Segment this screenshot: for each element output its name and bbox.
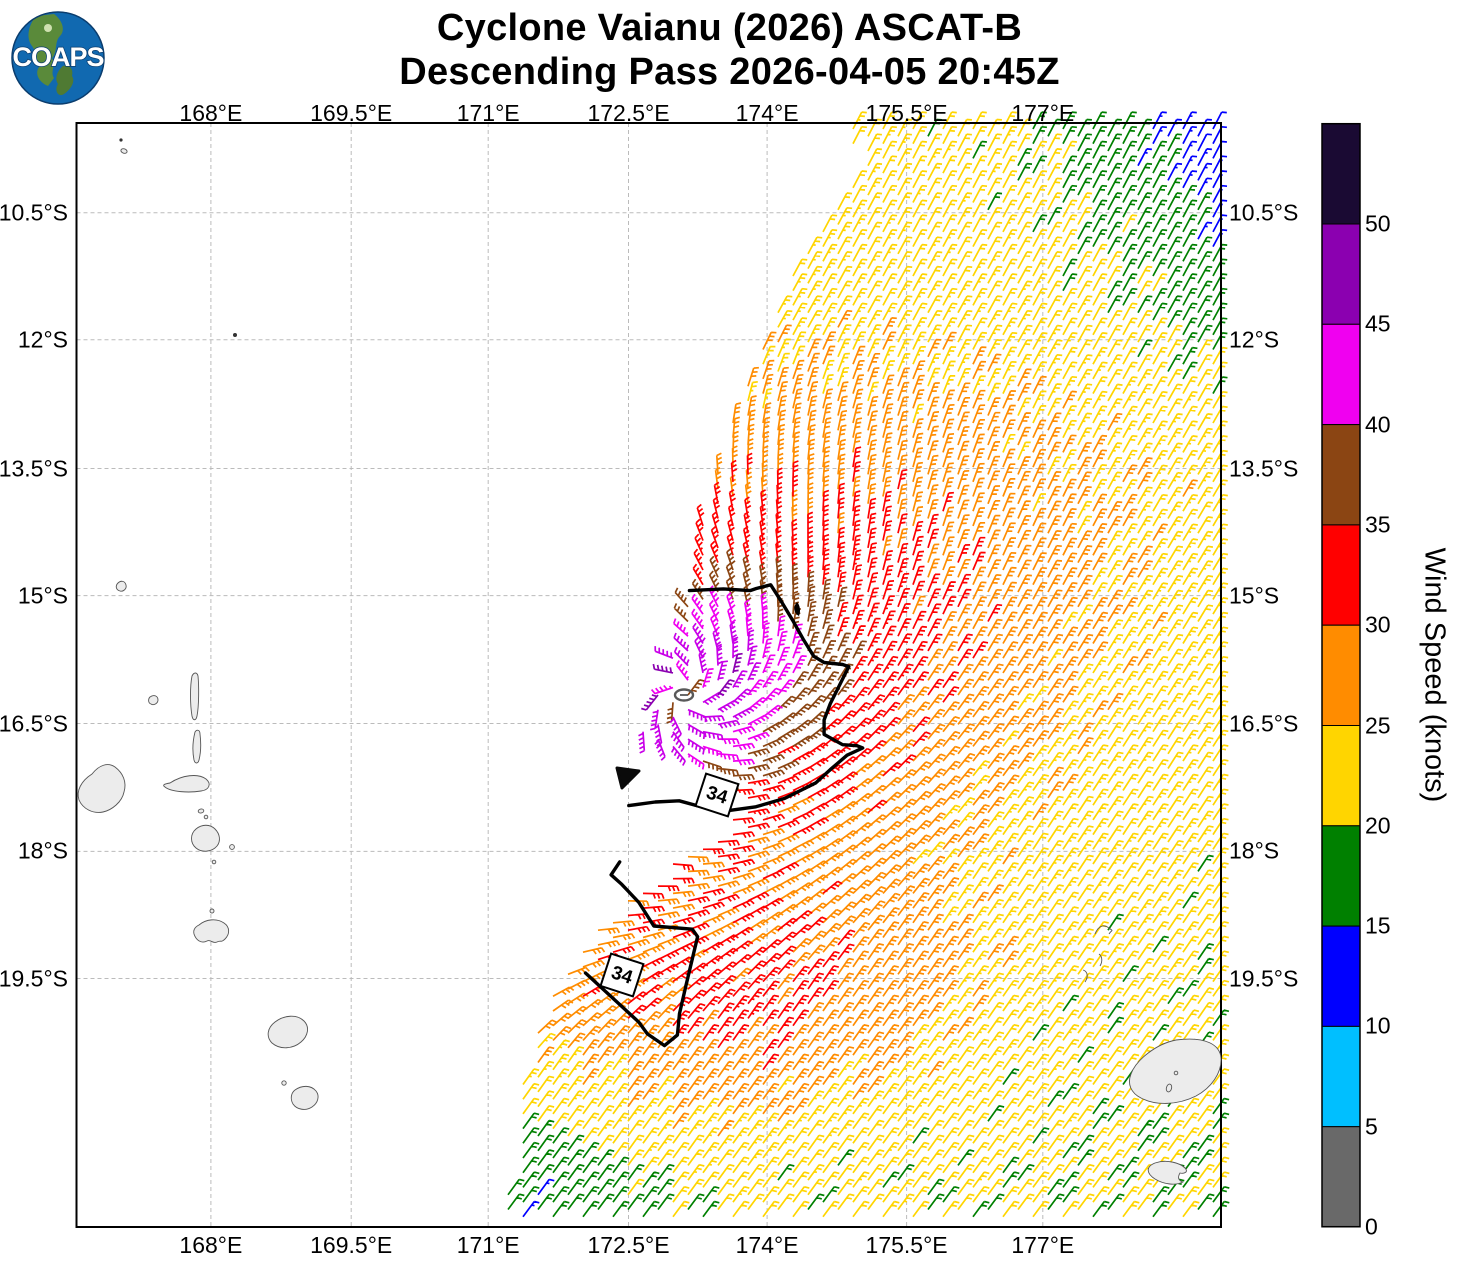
svg-text:COAPS: COAPS	[12, 42, 103, 72]
